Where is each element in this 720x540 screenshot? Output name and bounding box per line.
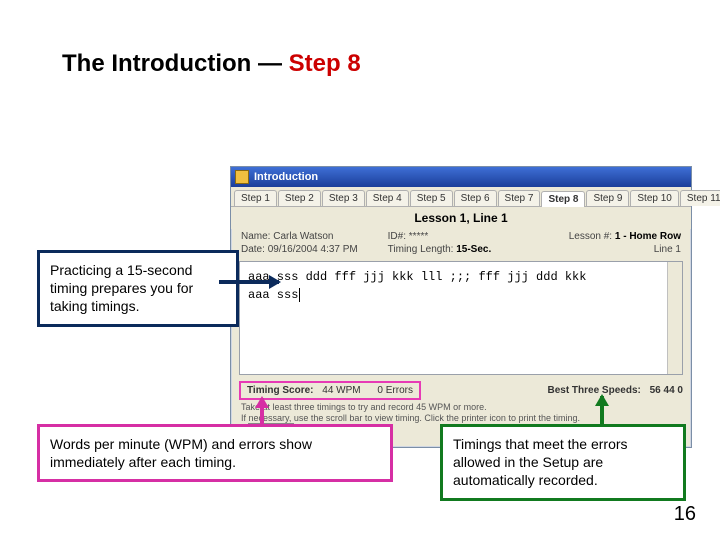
- instruction-line-1: Take at least three timings to try and r…: [241, 402, 681, 413]
- tab-step-4[interactable]: Step 4: [366, 190, 409, 206]
- date-label: Date:: [241, 244, 265, 255]
- id-field: ID#: *****: [388, 231, 535, 242]
- scrollbar[interactable]: [667, 262, 682, 374]
- arrow-green: [600, 396, 604, 424]
- timing-len-label: Timing Length:: [388, 244, 454, 255]
- id-value: *****: [409, 231, 428, 242]
- tab-step-8[interactable]: Step 8: [541, 191, 585, 207]
- lesson-field: Lesson #: 1 - Home Row: [534, 231, 681, 242]
- timing-len-value: 15-Sec.: [456, 244, 491, 255]
- tab-step-1[interactable]: Step 1: [234, 190, 277, 206]
- timing-length-field: Timing Length: 15-Sec.: [388, 244, 535, 255]
- tabstrip: Step 1Step 2Step 3Step 4Step 5Step 6Step…: [231, 187, 691, 207]
- callout-wpm: Words per minute (WPM) and errors show i…: [37, 424, 393, 482]
- best-speeds: Best Three Speeds: 56 44 0: [547, 385, 683, 396]
- tab-step-3[interactable]: Step 3: [322, 190, 365, 206]
- callout-practice: Practicing a 15-second timing prepares y…: [37, 250, 239, 327]
- timing-wpm: 44 WPM: [322, 385, 360, 396]
- meta-grid: Name: Carla Watson ID#: ***** Lesson #: …: [231, 229, 691, 261]
- lesson-value: 1 - Home Row: [615, 231, 681, 242]
- tab-step-2[interactable]: Step 2: [278, 190, 321, 206]
- slide-title: The Introduction — Step 8: [62, 50, 361, 78]
- tab-step-10[interactable]: Step 10: [630, 190, 678, 206]
- name-field: Name: Carla Watson: [241, 231, 388, 242]
- timing-score-label: Timing Score:: [247, 385, 314, 396]
- arrow-pink: [260, 398, 264, 424]
- arrow-blue: [219, 280, 279, 284]
- tab-step-5[interactable]: Step 5: [410, 190, 453, 206]
- window-titlebar: Introduction: [231, 167, 691, 187]
- timing-errors: 0 Errors: [377, 385, 413, 396]
- id-label: ID#:: [388, 231, 406, 242]
- name-value: Carla Watson: [273, 231, 333, 242]
- window-title: Introduction: [254, 171, 318, 183]
- practice-line-2: aaa sss: [248, 288, 298, 302]
- app-icon: [235, 170, 249, 184]
- page-number: 16: [674, 503, 696, 526]
- lesson-label: Lesson #:: [569, 231, 612, 242]
- slide: The Introduction — Step 8 Introduction S…: [0, 0, 720, 540]
- lesson-header: Lesson 1, Line 1: [231, 207, 691, 229]
- callout-recorded: Timings that meet the errors allowed in …: [440, 424, 686, 501]
- line-field: Line 1: [534, 244, 681, 255]
- title-pre: The Introduction —: [62, 50, 289, 77]
- tab-step-6[interactable]: Step 6: [454, 190, 497, 206]
- tab-step-9[interactable]: Step 9: [586, 190, 629, 206]
- tab-step-7[interactable]: Step 7: [498, 190, 541, 206]
- line-label: Line 1: [654, 244, 681, 255]
- date-field: Date: 09/16/2004 4:37 PM: [241, 244, 388, 255]
- app-window: Introduction Step 1Step 2Step 3Step 4Ste…: [230, 166, 692, 448]
- practice-line-1: aaa sss ddd fff jjj kkk lll ;;; fff jjj …: [248, 268, 674, 286]
- title-step: Step 8: [289, 50, 361, 77]
- text-cursor: [299, 288, 300, 302]
- name-label: Name:: [241, 231, 270, 242]
- best-values: 56 44 0: [650, 385, 683, 396]
- score-bar: Timing Score: 44 WPM 0 Errors Best Three…: [239, 381, 683, 400]
- tab-step-11[interactable]: Step 11: [680, 190, 720, 206]
- practice-textbox[interactable]: aaa sss ddd fff jjj kkk lll ;;; fff jjj …: [239, 261, 683, 375]
- date-value: 09/16/2004 4:37 PM: [268, 244, 358, 255]
